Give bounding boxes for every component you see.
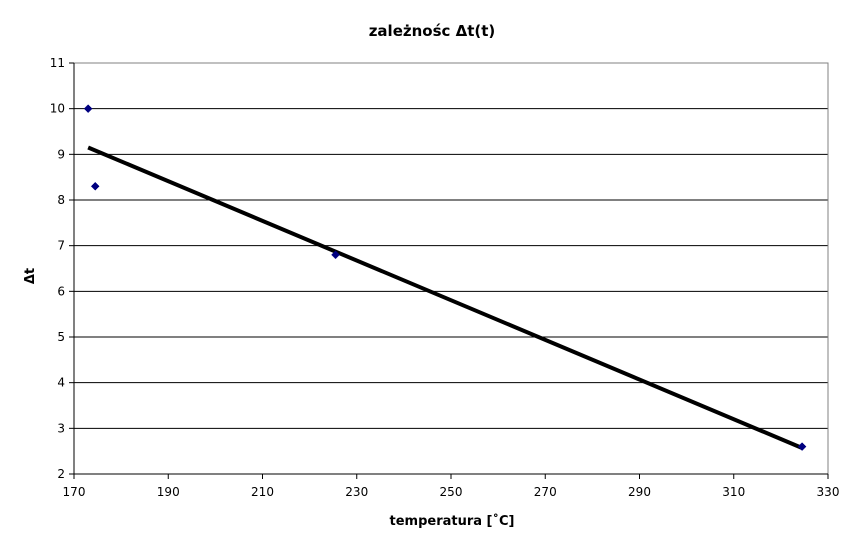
x-tick-label-7: 310: [722, 485, 745, 499]
x-axis-title: temperatura [˚C]: [390, 513, 515, 529]
chart-title: zależnośc Δt(t): [369, 22, 496, 40]
data-point-0-1: [90, 181, 100, 191]
data-point-0-3: [797, 442, 807, 451]
y-tick-label-2: 4: [57, 376, 65, 390]
y-axis-title: Δt: [23, 268, 38, 284]
x-tick-label-8: 330: [817, 485, 840, 499]
y-tick-label-9: 11: [50, 56, 65, 70]
x-tick-label-6: 290: [628, 485, 651, 499]
x-tick-label-2: 210: [251, 485, 274, 499]
y-tick-label-3: 5: [57, 330, 65, 344]
tick-labels: 2 3 4 5 6 7 8 9 10 11 170 190 210 230 250 270 290 310 330: [50, 56, 840, 499]
data-point-0-0: [83, 104, 93, 114]
y-tick-label-1: 3: [57, 421, 65, 435]
y-tick-label-6: 8: [57, 193, 65, 207]
y-tick-label-8: 10: [50, 102, 65, 116]
data-points: [83, 104, 807, 451]
y-tick-label-7: 9: [57, 147, 65, 161]
y-tick-label-0: 2: [57, 467, 65, 481]
x-tick-label-4: 250: [440, 485, 463, 499]
y-tick-label-5: 7: [57, 239, 65, 253]
x-tick-label-1: 190: [157, 485, 180, 499]
y-tick-label-4: 6: [57, 284, 65, 298]
x-tick-label-5: 270: [534, 485, 557, 499]
gridlines: [74, 108, 828, 429]
trendline: [87, 145, 803, 450]
trendline-group: [87, 145, 803, 450]
x-tick-label-0: 170: [63, 485, 86, 499]
data-point-0-2: [331, 250, 340, 260]
x-tick-label-3: 230: [345, 485, 368, 499]
